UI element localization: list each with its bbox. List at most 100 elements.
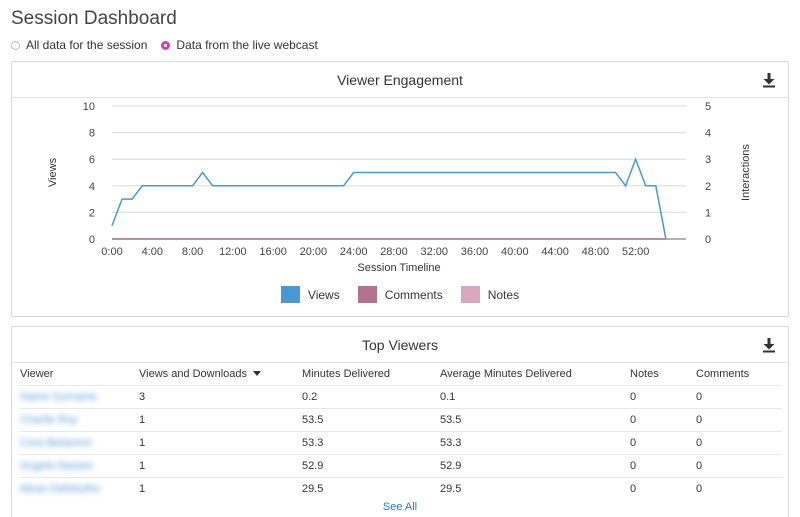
table-row: Mean Defoliuthe 1 29.5 29.5 0 0: [20, 476, 782, 500]
minutes-cell: 0.2: [302, 384, 440, 408]
notes-cell: 0: [630, 384, 696, 408]
table-row: Angela Nasare 1 52.9 52.9 0 0: [20, 453, 782, 477]
viewer-engagement-title: Viewer Engagement: [337, 72, 463, 88]
see-all-link[interactable]: See All: [382, 501, 418, 513]
x-axis-label: Session Timeline: [357, 262, 440, 274]
y-tick-label: 0: [89, 234, 95, 246]
x-tick-label: 32:00: [420, 246, 448, 258]
y2-tick-label: 5: [705, 101, 711, 113]
radio-all-data[interactable]: All data for the session: [11, 38, 147, 52]
legend-item-comments[interactable]: Comments: [357, 286, 443, 303]
viewer-name-link[interactable]: Name Surname: [20, 390, 98, 403]
x-tick-label: 28:00: [380, 246, 408, 258]
views-cell: 1: [139, 430, 302, 454]
y2-tick-label: 1: [705, 207, 711, 219]
column-header-avg-minutes[interactable]: Average Minutes Delivered: [440, 367, 572, 380]
y2-tick-label: 0: [705, 234, 711, 246]
download-icon[interactable]: [762, 337, 776, 353]
column-header-comments[interactable]: Comments: [696, 367, 750, 380]
legend-label-views: Views: [307, 287, 340, 302]
x-tick-label: 20:00: [300, 246, 328, 258]
comments-cell: 0: [696, 453, 782, 477]
radio-circle-all-data[interactable]: [11, 40, 20, 50]
legend-label-comments: Comments: [384, 287, 443, 302]
legend-item-views[interactable]: Views: [280, 286, 340, 303]
column-header-viewer[interactable]: Viewer: [20, 367, 54, 380]
radio-label-all-data: All data for the session: [26, 38, 148, 52]
column-header-views[interactable]: Views and Downloads: [139, 363, 302, 385]
x-tick-label: 12:00: [219, 246, 247, 258]
series-line-views: [111, 157, 667, 240]
viewer-name-link[interactable]: Angela Nasare: [20, 459, 93, 472]
notes-cell: 0: [630, 407, 696, 431]
views-cell: 1: [139, 453, 302, 477]
top-viewers-table: Viewer Views and Downloads Minutes Deliv…: [20, 363, 782, 500]
page-title: Session Dashboard: [11, 8, 177, 29]
views-cell: 1: [139, 476, 302, 500]
x-tick-label: 24:00: [340, 246, 368, 258]
x-tick-label: 44:00: [541, 246, 569, 258]
comments-cell: 0: [696, 384, 782, 408]
radio-circle-live-webcast[interactable]: [161, 40, 171, 50]
viewer-name-link[interactable]: Cora Belasmin: [20, 436, 93, 449]
y-tick-label: 10: [83, 101, 95, 113]
x-tick-label: 36:00: [461, 246, 489, 258]
notes-cell: 0: [630, 476, 696, 500]
viewer-engagement-chart: 0 2 4 6 8 10 0 1 2 3 4 5 0:00 4:00 8:00 12:00 16:00 20:00…: [47, 101, 752, 274]
viewer-engagement-header: Viewer Engagement: [12, 62, 788, 98]
y2-axis-label: Interactions: [740, 144, 752, 201]
minutes-cell: 52.9: [302, 453, 440, 477]
legend-swatch-comments: [357, 286, 377, 303]
avg-minutes-cell: 0.1: [440, 384, 630, 408]
comments-cell: 0: [696, 476, 782, 500]
viewer-name-link[interactable]: Charlie Roy: [20, 413, 78, 426]
y-tick-label: 8: [89, 128, 95, 140]
legend-swatch-views: [280, 286, 300, 303]
legend-label-notes: Notes: [487, 287, 520, 302]
minutes-cell: 53.3: [302, 430, 440, 454]
top-viewers-panel: Top Viewers Viewer Views and Downloads M…: [11, 326, 789, 517]
minutes-cell: 53.5: [302, 407, 440, 431]
legend-item-notes[interactable]: Notes: [460, 286, 520, 303]
y-axis-label: Views: [47, 157, 59, 187]
y-tick-label: 4: [89, 181, 95, 193]
download-icon[interactable]: [762, 72, 776, 88]
viewer-engagement-panel: Viewer Engagement 0 2 4 6 8 10 0 1 2 3 4 5 0:00 4:00 8…: [11, 61, 789, 317]
y2-tick-label: 2: [705, 181, 711, 193]
minutes-cell: 29.5: [302, 476, 440, 500]
top-viewers-header: Top Viewers: [12, 327, 788, 363]
x-tick-label: 48:00: [582, 246, 610, 258]
table-row: Cora Belasmin 1 53.3 53.3 0 0: [20, 430, 782, 454]
x-tick-label: 16:00: [259, 246, 287, 258]
avg-minutes-cell: 29.5: [440, 476, 630, 500]
viewer-name-link[interactable]: Mean Defoliuthe: [20, 482, 101, 495]
sort-descending-icon: [253, 371, 262, 377]
y2-tick-label: 4: [705, 128, 711, 140]
avg-minutes-cell: 53.3: [440, 430, 630, 454]
y-tick-label: 6: [89, 154, 95, 166]
comments-cell: 0: [696, 430, 782, 454]
chart-legend: Views Comments Notes: [12, 286, 788, 303]
table-row: Name Surname 3 0.2 0.1 0 0: [20, 384, 782, 408]
views-cell: 3: [139, 384, 302, 408]
notes-cell: 0: [630, 430, 696, 454]
views-cell: 1: [139, 407, 302, 431]
column-header-views-label: Views and Downloads: [139, 367, 248, 380]
column-header-notes[interactable]: Notes: [630, 367, 659, 380]
x-tick-label: 52:00: [622, 246, 650, 258]
legend-swatch-notes: [460, 286, 480, 303]
avg-minutes-cell: 53.5: [440, 407, 630, 431]
avg-minutes-cell: 52.9: [440, 453, 630, 477]
radio-label-live-webcast: Data from the live webcast: [176, 38, 318, 52]
y-tick-label: 2: [89, 207, 95, 219]
comments-cell: 0: [696, 407, 782, 431]
y2-tick-label: 3: [705, 154, 711, 166]
notes-cell: 0: [630, 453, 696, 477]
data-source-toggle: All data for the session Data from the l…: [11, 38, 332, 52]
x-tick-label: 40:00: [501, 246, 529, 258]
x-tick-label: 4:00: [142, 246, 163, 258]
table-row: Charlie Roy 1 53.5 53.5 0 0: [20, 407, 782, 431]
radio-live-webcast[interactable]: Data from the live webcast: [161, 38, 318, 52]
table-header-row: Viewer Views and Downloads Minutes Deliv…: [20, 363, 782, 385]
column-header-minutes[interactable]: Minutes Delivered: [302, 367, 391, 380]
